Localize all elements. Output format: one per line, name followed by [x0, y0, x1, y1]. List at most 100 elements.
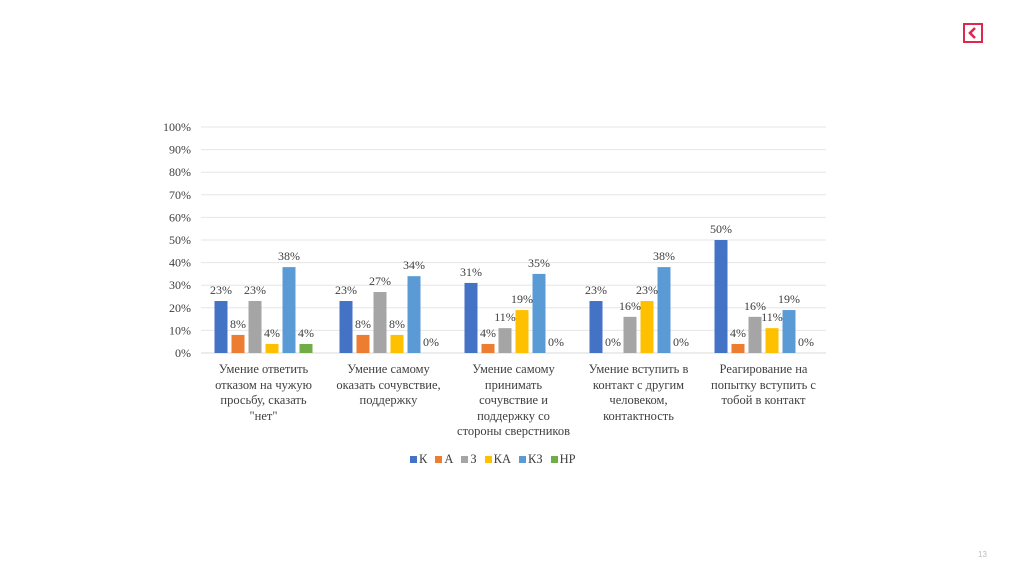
bar-А: [481, 343, 495, 353]
category-label-line: стороны сверстников: [457, 424, 570, 438]
category-label-line: отказом на чужую: [215, 377, 312, 392]
category-label-line: Умение ответить: [218, 362, 309, 376]
legend-item: З: [461, 452, 477, 467]
category-label-line: контакт с другим: [592, 377, 685, 392]
back-logo-button[interactable]: [963, 23, 983, 43]
bar-З: [748, 316, 762, 353]
y-tick-label: 30%: [169, 278, 191, 292]
legend-label: З: [470, 452, 477, 466]
bar-К: [714, 240, 728, 353]
category-label: Умение самому оказать сочувствие, поддержк…: [329, 362, 449, 409]
data-label: 50%: [710, 222, 732, 236]
y-tick-label: 90%: [169, 143, 191, 157]
data-label: 8%: [389, 317, 405, 331]
bar-КА: [640, 301, 654, 353]
category-label-line: человеком,: [609, 393, 668, 407]
y-tick-label: 60%: [169, 210, 191, 224]
data-label: 0%: [548, 335, 564, 349]
data-label: 8%: [355, 317, 371, 331]
category-label-line: поддержку со: [477, 408, 550, 423]
data-label: 23%: [636, 283, 658, 297]
bar-К: [464, 282, 478, 353]
data-label: 0%: [673, 335, 689, 349]
legend-item: НР: [550, 452, 576, 467]
bar-З: [248, 301, 262, 353]
data-label: 19%: [778, 292, 800, 306]
category-label-line: оказать сочувствие,: [336, 377, 441, 392]
bar-КА: [765, 328, 779, 353]
y-axis-ticks: 0% 10% 20% 30% 40% 50% 60% 70% 80% 90% 100%: [163, 120, 191, 360]
data-label: 35%: [528, 256, 550, 270]
category-label-line: поддержку: [359, 393, 418, 407]
data-label: 27%: [369, 274, 391, 288]
data-label: 23%: [585, 283, 607, 297]
category-label-line: Умение вступить в: [588, 362, 689, 376]
bar-А: [731, 343, 745, 353]
legend-swatch: [410, 456, 417, 463]
bar-З: [623, 316, 637, 353]
category-label-line: Реагирование на: [719, 362, 808, 376]
bar-НР: [299, 343, 313, 353]
legend-item: К: [410, 452, 427, 467]
category-label-line: Умение самому: [347, 362, 430, 376]
y-tick-label: 70%: [169, 188, 191, 202]
y-tick-label: 50%: [169, 233, 191, 247]
data-label: 38%: [653, 249, 675, 263]
data-label: 4%: [264, 326, 280, 340]
data-labels: 23% 8% 23% 4% 38% 4% 23% 8% 27% 8% 34% 0% 31% 4% 11% 19…: [210, 222, 814, 349]
bar-К: [589, 301, 603, 353]
bar-КЗ: [532, 273, 546, 353]
data-label: 16%: [744, 299, 766, 313]
bar-КА: [265, 343, 279, 353]
data-label: 23%: [244, 283, 266, 297]
legend-swatch: [519, 456, 527, 463]
category-label-line: сочувствие и: [479, 393, 548, 407]
bar-А: [356, 334, 370, 353]
category-label: Реагирование на попытку вступить с тобой в…: [704, 362, 824, 409]
legend-item: А: [435, 452, 453, 467]
y-tick-label: 20%: [169, 301, 191, 315]
bar-КА: [515, 310, 529, 353]
data-label: 0%: [798, 335, 814, 349]
y-tick-label: 0%: [175, 346, 191, 360]
legend-label: А: [444, 452, 454, 466]
data-label: 11%: [494, 310, 516, 324]
data-label: 4%: [730, 326, 746, 340]
category-label-line: попытку вступить с: [711, 377, 816, 392]
category-label-line: просьбу, сказать: [220, 393, 307, 407]
bar-КЗ: [782, 310, 796, 353]
category-label-line: принимать: [484, 377, 543, 392]
page-number: 13: [978, 550, 987, 559]
data-label: 23%: [335, 283, 357, 297]
gridlines: [201, 126, 826, 354]
bar-З: [373, 291, 387, 353]
legend-item: КЗ: [519, 452, 543, 467]
category-label: Умение самому принимать сочувствие и поддер…: [454, 362, 574, 440]
legend-label: КА: [493, 452, 512, 466]
y-tick-label: 100%: [163, 120, 191, 134]
legend-label: К: [419, 452, 428, 466]
data-label: 8%: [230, 317, 246, 331]
data-label: 0%: [423, 335, 439, 349]
legend-swatch: [484, 456, 492, 463]
bar-КЗ: [407, 276, 421, 353]
data-label: 31%: [460, 265, 482, 279]
legend-label: НР: [559, 452, 576, 466]
data-label: 19%: [511, 292, 533, 306]
back-arrow-icon: [968, 27, 976, 39]
category-label: Умение вступить в контакт с другим человек…: [579, 362, 699, 424]
legend-label: КЗ: [528, 452, 543, 466]
bar-А: [231, 334, 245, 353]
data-label: 38%: [278, 249, 300, 263]
data-label: 34%: [403, 258, 425, 272]
data-label: 4%: [298, 326, 314, 340]
legend-item: КА: [484, 452, 512, 467]
category-label-line: "нет": [249, 408, 278, 423]
y-tick-label: 80%: [169, 165, 191, 179]
bar-К: [214, 301, 228, 353]
legend: К А З КА КЗ НР: [410, 452, 576, 467]
data-label: 0%: [605, 335, 621, 349]
bars: [214, 240, 796, 353]
category-label: Умение ответить отказом на чужую просьбу, …: [204, 362, 324, 424]
